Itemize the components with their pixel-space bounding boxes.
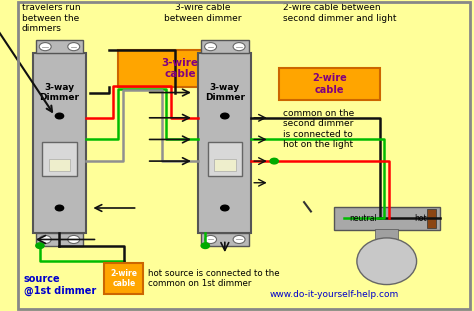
Bar [334, 207, 439, 230]
FancyBboxPatch shape [208, 142, 242, 176]
Text: 3-way
Dimmer: 3-way Dimmer [39, 83, 80, 102]
Bar [375, 229, 398, 243]
Text: www.do-it-yourself-help.com: www.do-it-yourself-help.com [270, 290, 399, 299]
Circle shape [68, 43, 80, 51]
Circle shape [205, 235, 217, 244]
Circle shape [55, 113, 64, 119]
Text: 3-wire cable
between dimmer: 3-wire cable between dimmer [164, 3, 242, 22]
Ellipse shape [357, 238, 417, 285]
Text: 3-wire
cable: 3-wire cable [162, 58, 199, 79]
FancyBboxPatch shape [42, 142, 77, 176]
Circle shape [221, 113, 229, 119]
Text: 3-way
Dimmer: 3-way Dimmer [205, 83, 245, 102]
Text: 2-wire
cable: 2-wire cable [312, 73, 346, 95]
Text: hot: hot [414, 214, 427, 223]
Circle shape [205, 43, 217, 51]
Bar [33, 53, 86, 233]
Bar [118, 50, 242, 87]
Bar [199, 53, 251, 233]
FancyBboxPatch shape [214, 159, 236, 171]
Circle shape [233, 235, 245, 244]
Bar [201, 40, 248, 53]
Circle shape [36, 243, 44, 248]
Text: source
@1st dimmer: source @1st dimmer [24, 274, 96, 295]
Bar [201, 233, 248, 246]
Text: 2-wire
cable: 2-wire cable [110, 269, 137, 288]
Circle shape [221, 205, 229, 211]
Text: travelers run
between the
dimmers: travelers run between the dimmers [22, 3, 80, 33]
Bar [36, 40, 83, 53]
Text: neutral: neutral [350, 214, 377, 223]
Circle shape [233, 43, 245, 51]
Bar [104, 263, 143, 294]
Bar [279, 68, 380, 100]
Circle shape [68, 235, 80, 244]
Bar [427, 209, 437, 228]
Text: hot source is connected to the
common on 1st dimmer: hot source is connected to the common on… [148, 269, 280, 288]
Circle shape [39, 43, 51, 51]
Text: common on the
second dimmer
is connected to
hot on the light: common on the second dimmer is connected… [283, 109, 355, 149]
Text: 2-wire cable between
second dimmer and light: 2-wire cable between second dimmer and l… [283, 3, 397, 22]
FancyBboxPatch shape [49, 159, 70, 171]
Circle shape [39, 235, 51, 244]
Circle shape [55, 205, 64, 211]
Bar [36, 233, 83, 246]
Circle shape [201, 243, 210, 248]
Circle shape [270, 158, 278, 164]
